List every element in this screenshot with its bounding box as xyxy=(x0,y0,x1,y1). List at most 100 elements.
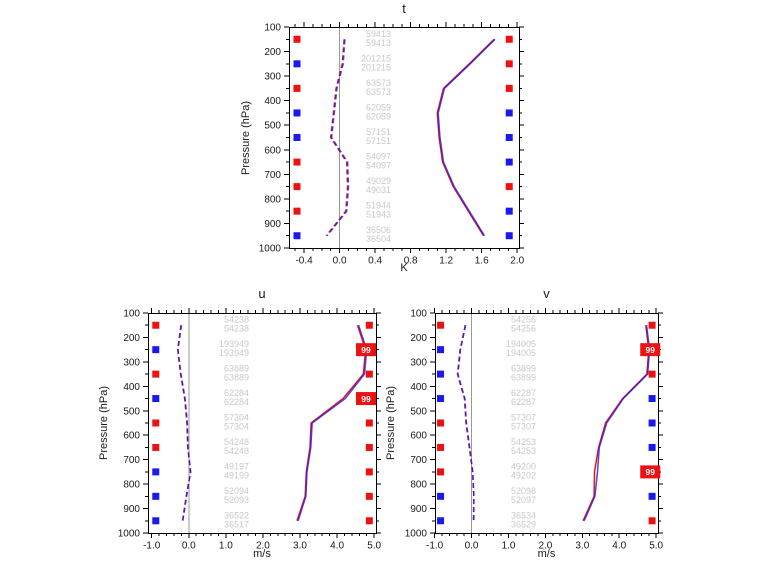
significance-marker-blue xyxy=(293,60,301,68)
significance-marker-blue xyxy=(152,492,160,500)
count-label: 63899 xyxy=(511,373,536,383)
significance-99-label: 99 xyxy=(646,345,656,355)
y-tick-label: 100 xyxy=(410,309,427,320)
significance-marker-blue xyxy=(437,492,445,500)
panel-t-xaxis-label: K xyxy=(400,262,408,274)
x-tick-label: 0.0 xyxy=(465,541,479,552)
significance-marker-red xyxy=(293,84,301,92)
y-tick-label: 400 xyxy=(123,382,140,393)
significance-marker-blue xyxy=(152,468,160,476)
count-label: 63573 xyxy=(366,87,391,97)
series-bias-exp1-line xyxy=(325,39,349,237)
series-bias-exp2-line xyxy=(457,325,475,521)
significance-marker-red xyxy=(437,443,445,451)
significance-99-box xyxy=(355,343,376,357)
count-label: 54238 xyxy=(224,315,249,325)
y-tick-label: 700 xyxy=(410,455,427,466)
x-tick-label: 1.6 xyxy=(475,256,489,267)
series-bias-exp2-line xyxy=(326,39,350,237)
significance-marker-red xyxy=(152,419,160,427)
y-tick-label: 400 xyxy=(410,382,427,393)
count-label: 57304 xyxy=(224,422,249,432)
count-label: 57151 xyxy=(366,136,391,146)
significance-marker-red xyxy=(365,370,373,378)
y-tick-label: 200 xyxy=(264,47,281,58)
count-label: 59413 xyxy=(366,38,391,48)
x-tick-label: 1.0 xyxy=(219,541,233,552)
plot-frame xyxy=(289,27,520,249)
count-label: 54256 xyxy=(511,315,536,325)
y-tick-label: 700 xyxy=(264,170,281,181)
significance-marker-blue xyxy=(505,158,513,166)
panel-u-title: u xyxy=(258,286,266,301)
count-label: 62287 xyxy=(511,388,536,398)
count-label: 51943 xyxy=(366,210,391,220)
count-label: 62284 xyxy=(224,397,249,407)
y-tick-label: 1000 xyxy=(259,244,282,255)
significance-marker-blue xyxy=(648,443,656,451)
panel-v-xaxis-label: m/s xyxy=(537,548,556,560)
x-tick-label: 2.0 xyxy=(256,541,270,552)
count-label: 194005 xyxy=(506,339,536,349)
count-label: 54248 xyxy=(224,437,249,447)
panel-u-yaxis-label: Pressure (hPa) xyxy=(98,386,110,460)
significance-marker-blue xyxy=(152,395,160,403)
significance-marker-red xyxy=(293,35,301,43)
count-label: 57151 xyxy=(366,127,391,137)
series-rmse-exp2-line xyxy=(297,324,368,522)
x-tick-label: 2.0 xyxy=(510,256,524,267)
count-label: 63889 xyxy=(224,373,249,383)
count-label: 52094 xyxy=(224,486,249,496)
y-tick-label: 500 xyxy=(410,406,427,417)
count-label: 63889 xyxy=(224,364,249,374)
significance-marker-red xyxy=(365,517,373,525)
significance-marker-blue xyxy=(648,419,656,427)
significance-marker-red xyxy=(152,321,160,329)
series-rmse-exp1-line xyxy=(582,325,650,522)
significance-marker-red xyxy=(648,370,656,378)
count-label: 62284 xyxy=(224,388,249,398)
significance-marker-red xyxy=(365,321,373,329)
count-label: 54248 xyxy=(224,446,249,456)
significance-marker-blue xyxy=(437,370,445,378)
significance-marker-blue xyxy=(505,134,513,141)
x-tick-label: 5.0 xyxy=(367,541,381,552)
significance-marker-blue xyxy=(648,395,656,403)
y-tick-label: 600 xyxy=(264,145,281,156)
significance-marker-red xyxy=(293,183,301,191)
x-tick-label: 0.0 xyxy=(333,256,347,267)
count-label: 51944 xyxy=(366,201,391,211)
y-tick-label: 200 xyxy=(410,333,427,344)
count-label: 57304 xyxy=(224,413,249,423)
significance-marker-red xyxy=(437,468,445,476)
x-tick-label: -1.0 xyxy=(426,541,444,552)
count-label: 193949 xyxy=(219,348,249,358)
count-label: 54238 xyxy=(224,324,249,334)
x-tick-label: 4.0 xyxy=(612,541,626,552)
count-label: 49200 xyxy=(511,461,536,471)
significance-99-box xyxy=(640,343,661,357)
significance-marker-blue xyxy=(293,109,301,117)
significance-marker-red xyxy=(365,443,373,451)
y-tick-label: 900 xyxy=(410,504,427,515)
count-label: 63899 xyxy=(511,364,536,374)
count-label: 57307 xyxy=(511,422,536,432)
significance-marker-red xyxy=(293,207,301,215)
significance-marker-red xyxy=(365,492,373,500)
panel-v-yaxis-label: Pressure (hPa) xyxy=(385,386,397,460)
count-label: 63573 xyxy=(366,78,391,88)
y-tick-label: 900 xyxy=(264,219,281,230)
count-label: 54097 xyxy=(366,161,391,171)
significance-marker-red xyxy=(365,468,373,476)
count-label: 49031 xyxy=(366,185,391,195)
plot-frame xyxy=(148,313,377,534)
y-tick-label: 300 xyxy=(264,72,281,83)
significance-99-label: 99 xyxy=(361,394,371,404)
count-label: 49199 xyxy=(224,470,249,480)
x-tick-label: -1.0 xyxy=(143,541,161,552)
significance-marker-blue xyxy=(293,232,301,240)
count-label: 194005 xyxy=(506,348,536,358)
